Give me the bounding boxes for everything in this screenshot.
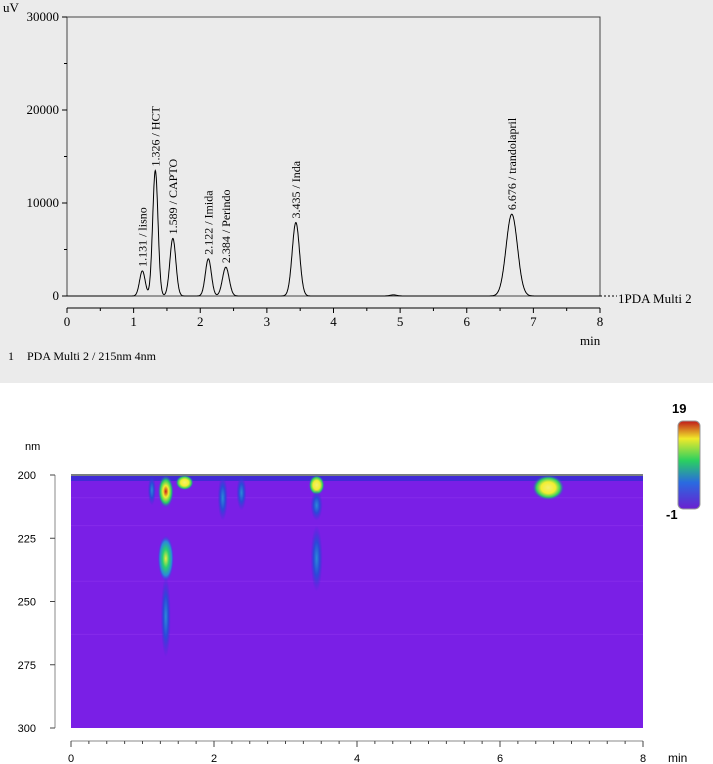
heatmap-peak <box>175 475 194 491</box>
y-tick-label: 0 <box>53 288 60 303</box>
x-tick-label: 3 <box>264 314 271 329</box>
heatmap-background <box>71 475 643 728</box>
heatmap-top-band <box>71 475 643 481</box>
footnote-text: PDA Multi 2 / 215nm 4nm <box>27 349 157 363</box>
footnote-number: 1 <box>8 349 14 363</box>
x-tick-label: 5 <box>397 314 404 329</box>
y-tick-label: 30000 <box>27 9 60 24</box>
colorbar-min-label: -1 <box>666 507 678 522</box>
chromatogram-chart: uV min 1PDA Multi 2 1 PDA Multi 2 / 215n… <box>3 0 692 363</box>
peak-label: 1.131 / lisno <box>135 207 149 267</box>
heatmap-peak <box>147 475 156 506</box>
peak-label: 3.435 / Inda <box>289 160 303 218</box>
x-tick-label: 8 <box>640 753 646 764</box>
x-axis-label: min <box>668 751 687 764</box>
x-tick-label: 6 <box>464 314 471 329</box>
heatmap-peak <box>157 475 174 508</box>
x-tick-label: 0 <box>64 314 71 329</box>
x-tick-label: 4 <box>330 314 337 329</box>
x-tick-label: 6 <box>497 753 503 764</box>
pda-contour-panel: nm min 19 -1 200 225 250 275 300 0 2 4 6 8 <box>0 383 713 764</box>
y-tick-label: 225 <box>18 533 36 545</box>
peak-label: 1.326 / HCT <box>148 105 162 166</box>
x-axis-label: min <box>580 333 601 348</box>
x-tick-label: 0 <box>68 753 74 764</box>
peak-label: 2.122 / Imida <box>201 190 215 255</box>
colorbar <box>677 420 701 510</box>
x-tick-label: 2 <box>197 314 204 329</box>
x-tick-label: 4 <box>354 753 360 764</box>
heatmap-peak <box>217 475 228 521</box>
heatmap-peak <box>532 475 565 501</box>
heatmap-peak <box>157 535 174 582</box>
peak-label: 2.384 / Perindo <box>219 189 233 263</box>
y-tick-label: 10000 <box>27 195 60 210</box>
x-tick-label: 2 <box>211 753 217 764</box>
heatmap-peak <box>310 525 323 592</box>
heatmap-peak <box>308 475 325 496</box>
signal-trace <box>67 169 600 297</box>
heatmap-peak <box>160 576 171 658</box>
series-label: 1PDA Multi 2 <box>618 291 692 306</box>
y-tick-label: 300 <box>18 723 36 735</box>
peak-label: 6.676 / trandolapril <box>505 117 519 210</box>
peak-label: 1.589 / CAPTO <box>166 159 180 235</box>
y-tick-label: 250 <box>18 597 36 609</box>
heatmap-peak <box>236 475 247 511</box>
heatmap-peak <box>310 490 323 521</box>
y-unit-label: uV <box>3 0 20 15</box>
y-tick-label: 20000 <box>27 102 60 117</box>
x-tick-label: 7 <box>530 314 537 329</box>
x-tick-label: 1 <box>130 314 137 329</box>
y-axis-label: nm <box>25 441 40 453</box>
colorbar-max-label: 19 <box>672 401 686 416</box>
pda-contour-chart: nm min 19 -1 200 225 250 275 300 0 2 4 6 8 <box>18 401 701 764</box>
chromatogram-panel: uV min 1PDA Multi 2 1 PDA Multi 2 / 215n… <box>0 0 713 383</box>
x-tick-label: 8 <box>597 314 604 329</box>
y-tick-label: 275 <box>18 660 36 672</box>
y-tick-label: 200 <box>18 470 36 482</box>
